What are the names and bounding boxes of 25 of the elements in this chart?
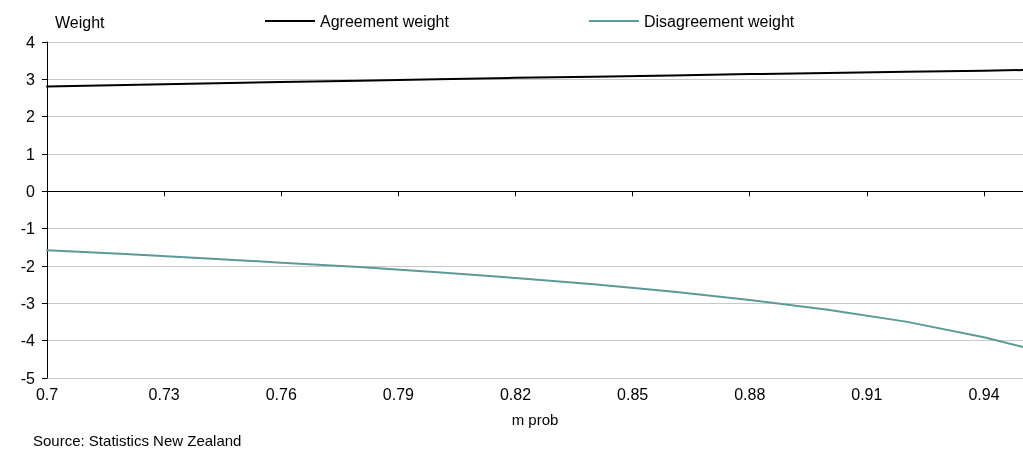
x-tick-label: 0.76	[265, 385, 297, 403]
x-tick-label: 0.94	[968, 385, 1000, 403]
legend-label: Agreement weight	[320, 12, 450, 30]
y-tick-label: 1	[26, 145, 36, 163]
y-tick-label: -4	[20, 332, 36, 350]
line-series	[46, 249, 1023, 349]
x-tick-label: 0.7	[35, 385, 59, 403]
source-note: Source: Statistics New Zealand	[33, 432, 242, 449]
x-tick-label: 0.79	[382, 385, 415, 403]
y-tick-label: -1	[20, 220, 36, 238]
y-tick-label: 0	[26, 182, 36, 200]
y-axis-title: Weight	[55, 13, 106, 31]
x-tick-label: 0.88	[734, 385, 766, 403]
y-tick-label: -3	[20, 294, 36, 312]
x-tick-label: 0.85	[617, 385, 649, 403]
x-tick-label: 0.82	[499, 385, 532, 403]
y-tick-label: -5	[20, 369, 36, 387]
x-axis-title: m prob	[511, 411, 559, 428]
x-tick-label: 0.73	[148, 385, 180, 403]
legend-label: Disagreement weight	[643, 12, 795, 30]
y-tick-label: 4	[26, 33, 36, 51]
x-tick-label: 0.91	[851, 385, 883, 403]
y-tick-label: -2	[20, 257, 36, 275]
y-tick-label: 3	[26, 70, 36, 88]
y-tick-label: 2	[26, 108, 36, 126]
